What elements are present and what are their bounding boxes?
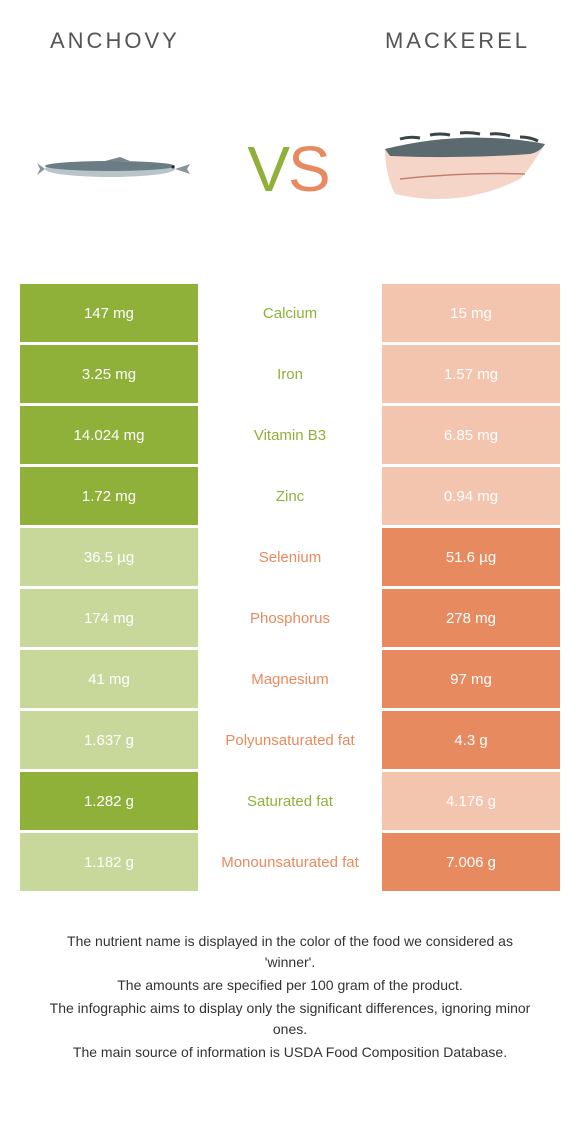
value-right: 4.3 g (382, 711, 560, 769)
value-right: 278 mg (382, 589, 560, 647)
nutrient-label: Monounsaturated fat (198, 833, 382, 891)
value-right: 6.85 mg (382, 406, 560, 464)
value-left: 1.282 g (20, 772, 198, 830)
value-left: 41 mg (20, 650, 198, 708)
value-left: 147 mg (20, 284, 198, 342)
mackerel-image (380, 129, 550, 209)
value-right: 1.57 mg (382, 345, 560, 403)
value-left: 174 mg (20, 589, 198, 647)
value-left: 14.024 mg (20, 406, 198, 464)
nutrient-label: Polyunsaturated fat (198, 711, 382, 769)
anchovy-image (30, 129, 200, 209)
note-line: The infographic aims to display only the… (40, 998, 540, 1040)
vs-v: V (247, 132, 292, 206)
value-left: 3.25 mg (20, 345, 198, 403)
table-row: 1.182 gMonounsaturated fat7.006 g (20, 833, 560, 891)
value-right: 51.6 µg (382, 528, 560, 586)
value-right: 0.94 mg (382, 467, 560, 525)
note-line: The amounts are specified per 100 gram o… (40, 975, 540, 996)
value-left: 36.5 µg (20, 528, 198, 586)
table-row: 1.637 gPolyunsaturated fat4.3 g (20, 711, 560, 769)
value-right: 7.006 g (382, 833, 560, 891)
table-row: 3.25 mgIron1.57 mg (20, 345, 560, 403)
value-right: 15 mg (382, 284, 560, 342)
note-line: The main source of information is USDA F… (40, 1042, 540, 1063)
value-left: 1.182 g (20, 833, 198, 891)
nutrient-table: 147 mgCalcium15 mg3.25 mgIron1.57 mg14.0… (20, 284, 560, 891)
table-row: 36.5 µgSelenium51.6 µg (20, 528, 560, 586)
nutrient-label: Iron (198, 345, 382, 403)
note-line: The nutrient name is displayed in the co… (40, 931, 540, 973)
nutrient-label: Zinc (198, 467, 382, 525)
vs-section: VS (0, 54, 580, 274)
table-row: 41 mgMagnesium97 mg (20, 650, 560, 708)
nutrient-label: Vitamin B3 (198, 406, 382, 464)
vs-label: VS (247, 132, 332, 206)
nutrient-label: Selenium (198, 528, 382, 586)
title-left: ANCHOVY (50, 28, 180, 54)
table-row: 147 mgCalcium15 mg (20, 284, 560, 342)
table-row: 14.024 mgVitamin B36.85 mg (20, 406, 560, 464)
nutrient-label: Phosphorus (198, 589, 382, 647)
table-row: 1.282 gSaturated fat4.176 g (20, 772, 560, 830)
header: ANCHOVY MACKEREL (0, 0, 580, 54)
footer-notes: The nutrient name is displayed in the co… (0, 931, 580, 1063)
table-row: 174 mgPhosphorus278 mg (20, 589, 560, 647)
title-right: MACKEREL (385, 28, 530, 54)
table-row: 1.72 mgZinc0.94 mg (20, 467, 560, 525)
value-left: 1.637 g (20, 711, 198, 769)
value-left: 1.72 mg (20, 467, 198, 525)
vs-s: S (288, 132, 333, 206)
value-right: 4.176 g (382, 772, 560, 830)
nutrient-label: Saturated fat (198, 772, 382, 830)
nutrient-label: Magnesium (198, 650, 382, 708)
value-right: 97 mg (382, 650, 560, 708)
nutrient-label: Calcium (198, 284, 382, 342)
